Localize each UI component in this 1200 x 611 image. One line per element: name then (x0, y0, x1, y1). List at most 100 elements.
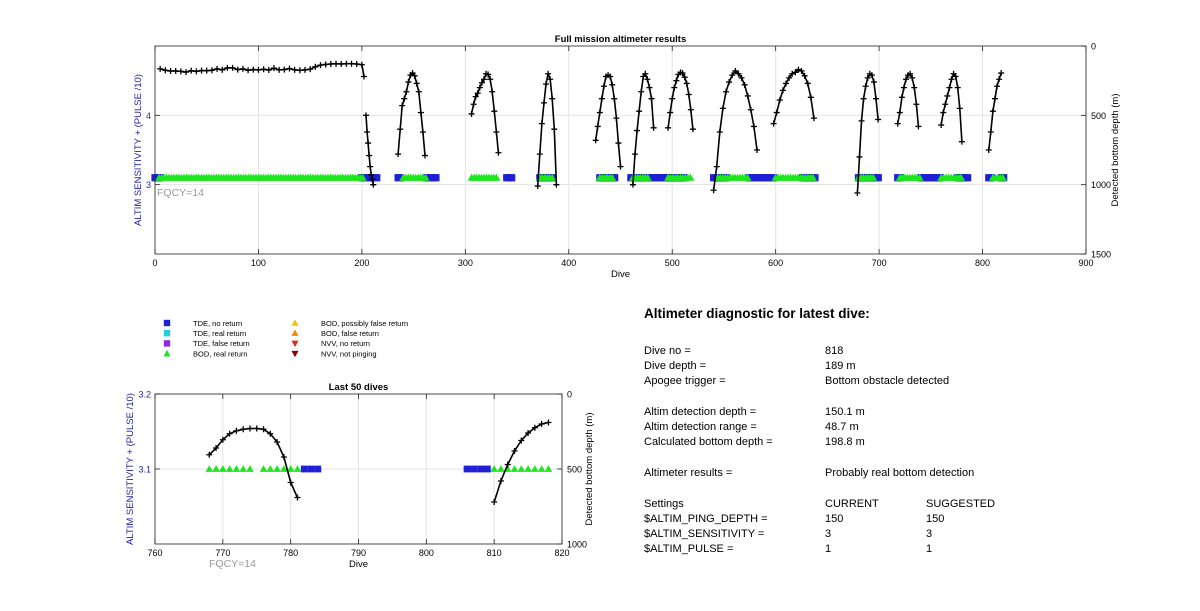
depth-point (594, 123, 601, 130)
depth-point (870, 79, 877, 86)
x-tick-label: 200 (354, 258, 369, 268)
depth-point (942, 101, 949, 108)
depth-point (611, 95, 618, 102)
legend-marker-square (163, 319, 171, 327)
diag-value: 48.7 m (825, 421, 859, 434)
depth-point (716, 128, 723, 135)
y-right-tick-label: 1000 (1091, 180, 1111, 190)
depth-point (665, 124, 672, 131)
depth-point (472, 93, 479, 100)
depth-point (856, 153, 863, 160)
diagnostic-title: Altimeter diagnostic for latest dive: (644, 306, 870, 321)
depth-point (167, 67, 174, 74)
depth-point (368, 171, 375, 178)
settings-row-pulse: $ALTIM_PULSE = 1 1 (644, 543, 1164, 558)
x-tick-label: 760 (147, 548, 162, 558)
diag-label: Altimeter results = (644, 467, 733, 480)
depth-series (206, 419, 552, 505)
depth-point (985, 147, 992, 153)
x-axis: 760 770 780 790 800 810 820 Dive (147, 394, 570, 570)
depth-point (798, 67, 805, 74)
depth-point (551, 126, 558, 133)
y-tick-label: 3 (146, 180, 151, 190)
settings-label: $ALTIM_SENSITIVITY = (644, 528, 765, 541)
depth-point (343, 60, 350, 67)
diag-row-altimeter-results: Altimeter results = Probably real bottom… (644, 467, 1164, 482)
depth-point (327, 61, 334, 68)
depth-point (208, 67, 215, 74)
depth-point (615, 140, 622, 147)
depth-point (233, 427, 240, 434)
depth-point (177, 68, 184, 75)
depth-point (946, 84, 953, 91)
depth-point (609, 81, 616, 88)
depth-point (636, 108, 643, 115)
x-tick-label: 900 (1078, 258, 1093, 268)
diag-row-bottom-depth: Calculated bottom depth = 198.8 m (644, 436, 1164, 451)
marker-triangle-up (497, 465, 505, 472)
settings-current-header: CURRENT (825, 497, 879, 510)
legend-marker-square (163, 330, 171, 337)
depth-point (353, 61, 360, 68)
marker-square (483, 465, 491, 473)
legend-marker-triangle-down (291, 340, 299, 348)
depth-point (534, 183, 541, 190)
marker-triangle-up (358, 173, 367, 181)
depth-point (896, 109, 903, 116)
depth-point (732, 67, 739, 74)
depth-series (157, 60, 1005, 196)
marker-square (470, 465, 478, 473)
depth-point (940, 109, 947, 116)
depth-point (860, 95, 867, 102)
depth-point (478, 79, 485, 86)
marker-triangle-up (490, 465, 498, 472)
depth-point (480, 76, 487, 83)
depth-point (894, 120, 901, 127)
marker-triangle-up (492, 173, 501, 181)
y-tick-label: 3.1 (138, 465, 151, 475)
depth-point (631, 151, 638, 158)
legend-marker-square (163, 340, 171, 347)
depth-point (274, 439, 281, 445)
y-right-tick-label: 1000 (567, 540, 587, 550)
depth-point (287, 479, 294, 486)
y-axis-label: ALTIM SENSITIVITY + (PULSE /10) (125, 393, 136, 545)
depth-point (188, 67, 195, 74)
depth-point (683, 80, 690, 87)
legend-label: BOD, possibly false return (321, 319, 408, 328)
depth-point (545, 70, 552, 77)
x-tick-label: 820 (554, 548, 569, 558)
depth-point (776, 97, 783, 104)
legend-marker-triangle-up (291, 329, 299, 336)
depth-point (710, 187, 717, 194)
depth-point (286, 65, 293, 72)
depth-point (744, 92, 751, 99)
depth-point (989, 108, 996, 115)
marker-triangle-up (524, 465, 532, 472)
depth-point (213, 445, 220, 451)
depth-point (468, 110, 475, 117)
marker-triangle-up (246, 465, 254, 472)
x-tick-label: 780 (283, 548, 298, 558)
legend-marker-triangle-down (291, 350, 299, 358)
depth-point (405, 79, 412, 86)
plot-area (155, 46, 1086, 254)
depth-point (267, 430, 274, 437)
depth-point (397, 126, 404, 133)
marker-square (307, 465, 315, 473)
depth-point (294, 494, 301, 501)
settings-suggested: 150 (926, 513, 945, 525)
depth-point (504, 461, 511, 468)
depth-point (948, 76, 955, 83)
depth-point (868, 72, 875, 79)
depth-point (157, 65, 164, 72)
depth-point (719, 105, 726, 112)
marker-triangle-up (239, 465, 247, 472)
x-tick-label: 800 (975, 258, 990, 268)
x-tick-label: 0 (152, 258, 157, 268)
x-tick-label: 790 (351, 548, 366, 558)
x-tick-label: 100 (251, 258, 266, 268)
depth-point (364, 128, 371, 135)
depth-point (219, 66, 226, 73)
